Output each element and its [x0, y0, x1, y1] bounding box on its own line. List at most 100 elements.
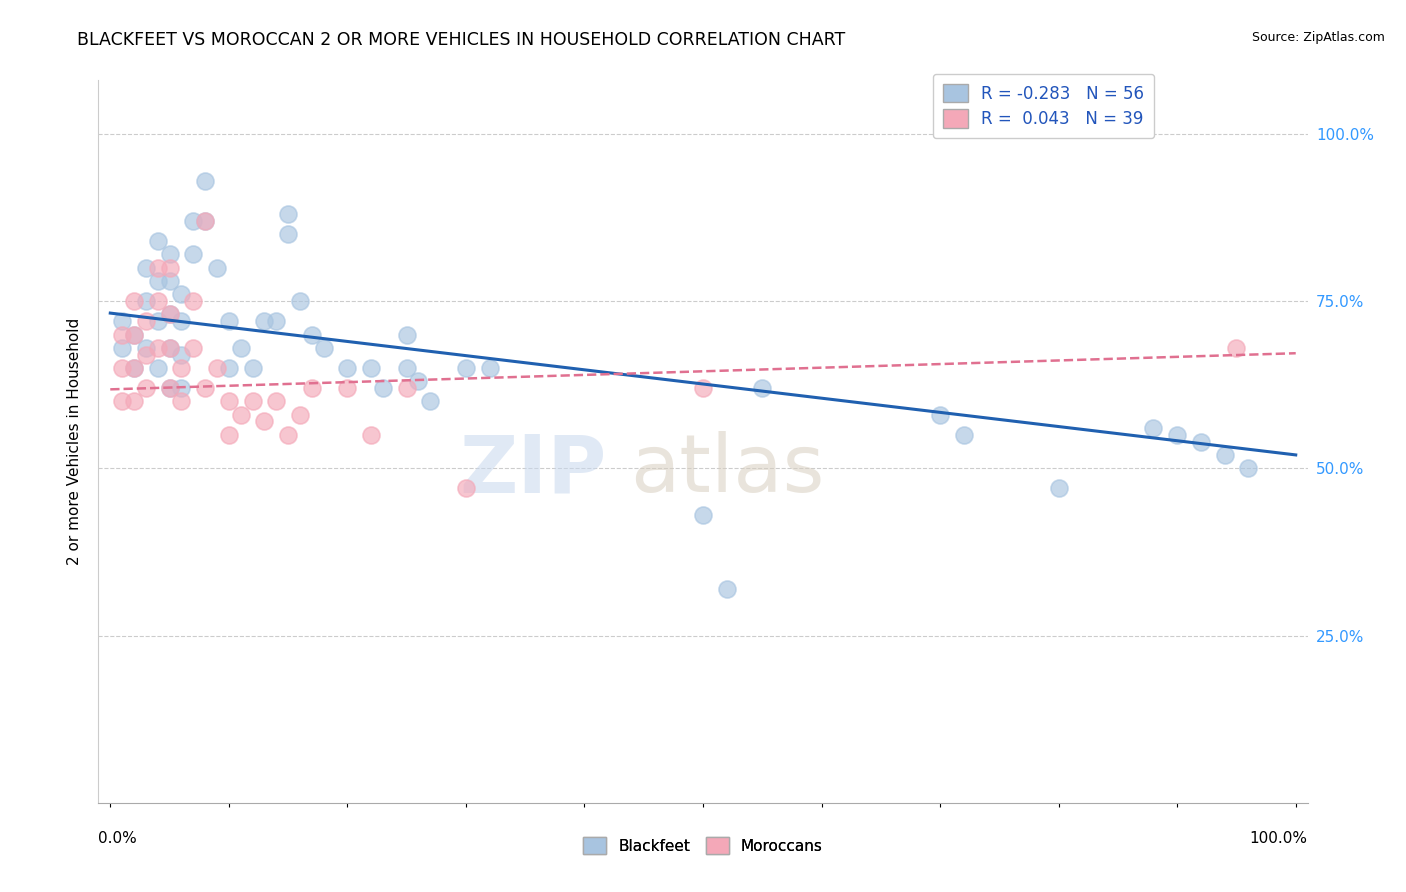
- Point: [170, 381, 193, 395]
- Point: [1237, 461, 1260, 475]
- Point: [277, 227, 299, 242]
- Point: [336, 361, 359, 376]
- Point: [122, 294, 145, 309]
- Point: [288, 294, 311, 309]
- Point: [371, 381, 394, 395]
- Point: [122, 327, 145, 342]
- Point: [952, 427, 974, 442]
- Text: atlas: atlas: [630, 432, 825, 509]
- Legend: Blackfeet, Moroccans: Blackfeet, Moroccans: [578, 831, 828, 860]
- Point: [135, 341, 157, 355]
- Point: [135, 381, 157, 395]
- Point: [159, 260, 181, 275]
- Point: [1213, 448, 1236, 462]
- Point: [122, 394, 145, 409]
- Point: [111, 327, 134, 342]
- Point: [288, 408, 311, 422]
- Point: [1047, 482, 1070, 496]
- Point: [242, 361, 264, 376]
- Point: [229, 408, 252, 422]
- Point: [277, 427, 299, 442]
- Point: [1189, 434, 1212, 449]
- Point: [395, 327, 418, 342]
- Point: [454, 361, 477, 376]
- Text: ZIP: ZIP: [458, 432, 606, 509]
- Point: [218, 427, 240, 442]
- Point: [716, 582, 738, 596]
- Point: [1166, 427, 1188, 442]
- Point: [194, 173, 217, 188]
- Point: [264, 394, 287, 409]
- Point: [170, 314, 193, 328]
- Point: [135, 348, 157, 362]
- Point: [929, 408, 952, 422]
- Point: [146, 234, 169, 248]
- Point: [218, 394, 240, 409]
- Point: [146, 294, 169, 309]
- Text: Source: ZipAtlas.com: Source: ZipAtlas.com: [1251, 31, 1385, 45]
- Point: [692, 381, 714, 395]
- Point: [122, 327, 145, 342]
- Point: [111, 314, 134, 328]
- Point: [146, 274, 169, 288]
- Point: [419, 394, 441, 409]
- Point: [159, 307, 181, 322]
- Point: [159, 341, 181, 355]
- Point: [751, 381, 773, 395]
- Point: [229, 341, 252, 355]
- Point: [170, 287, 193, 301]
- Y-axis label: 2 or more Vehicles in Household: 2 or more Vehicles in Household: [67, 318, 83, 566]
- Point: [205, 361, 228, 376]
- Point: [1225, 341, 1247, 355]
- Point: [146, 260, 169, 275]
- Text: BLACKFEET VS MOROCCAN 2 OR MORE VEHICLES IN HOUSEHOLD CORRELATION CHART: BLACKFEET VS MOROCCAN 2 OR MORE VEHICLES…: [77, 31, 845, 49]
- Point: [122, 361, 145, 376]
- Point: [194, 214, 217, 228]
- Point: [1142, 421, 1164, 435]
- Point: [135, 294, 157, 309]
- Point: [170, 348, 193, 362]
- Point: [454, 482, 477, 496]
- Point: [135, 314, 157, 328]
- Point: [205, 260, 228, 275]
- Point: [146, 341, 169, 355]
- Point: [253, 314, 276, 328]
- Point: [277, 207, 299, 221]
- Point: [408, 375, 430, 389]
- Point: [312, 341, 335, 355]
- Point: [194, 214, 217, 228]
- Text: 100.0%: 100.0%: [1250, 830, 1308, 846]
- Point: [218, 314, 240, 328]
- Point: [159, 341, 181, 355]
- Point: [170, 394, 193, 409]
- Point: [146, 361, 169, 376]
- Point: [264, 314, 287, 328]
- Point: [159, 274, 181, 288]
- Point: [111, 341, 134, 355]
- Point: [159, 381, 181, 395]
- Point: [395, 381, 418, 395]
- Text: 0.0%: 0.0%: [98, 830, 138, 846]
- Point: [181, 294, 204, 309]
- Point: [146, 314, 169, 328]
- Point: [395, 361, 418, 376]
- Point: [194, 381, 217, 395]
- Point: [253, 414, 276, 429]
- Point: [692, 508, 714, 523]
- Point: [159, 381, 181, 395]
- Point: [181, 247, 204, 261]
- Point: [242, 394, 264, 409]
- Point: [111, 361, 134, 376]
- Point: [360, 427, 382, 442]
- Point: [181, 341, 204, 355]
- Point: [478, 361, 501, 376]
- Point: [301, 327, 323, 342]
- Point: [181, 214, 204, 228]
- Point: [301, 381, 323, 395]
- Point: [360, 361, 382, 376]
- Point: [159, 247, 181, 261]
- Point: [111, 394, 134, 409]
- Point: [218, 361, 240, 376]
- Point: [122, 361, 145, 376]
- Point: [170, 361, 193, 376]
